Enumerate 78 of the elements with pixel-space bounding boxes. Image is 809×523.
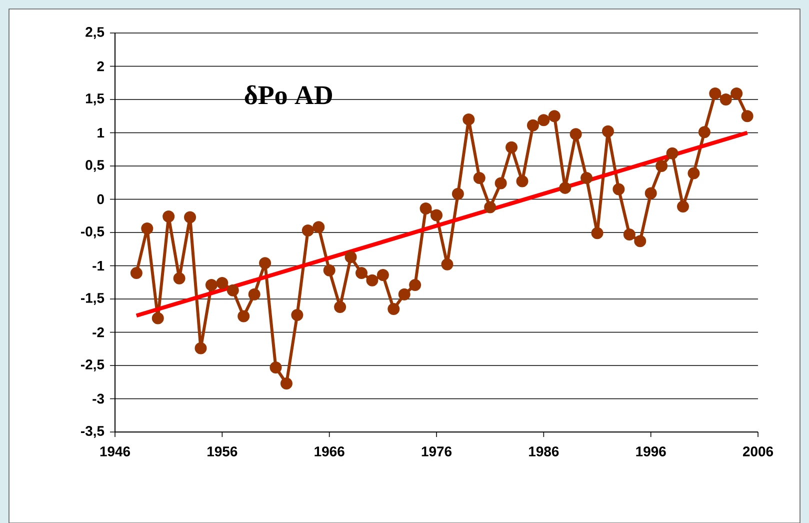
y-tick-label: -2 [92,327,104,337]
point [688,167,700,180]
y-tick-label: -1 [92,260,104,270]
y-tick-label: 2 [97,61,104,71]
point [741,110,754,122]
y-tick-label: -3,5 [81,426,104,438]
point [366,274,378,286]
point [152,312,164,324]
point [248,288,260,300]
point [334,300,346,313]
point [355,266,368,279]
x-tick-label: 2006 [742,446,774,456]
point [559,182,572,194]
point [462,113,475,126]
y-tick-label: -0,5 [81,226,104,238]
x-tick-label: 1986 [529,446,559,456]
x-tick-label: 1976 [422,446,452,456]
point [720,93,732,106]
point [644,187,657,200]
point [409,278,422,291]
point [205,278,218,291]
point [730,87,743,100]
x-tick-label: 1966 [314,446,344,456]
point [602,125,614,138]
point [516,175,528,188]
point [398,288,410,300]
point [291,308,304,321]
y-tick-label: -2,5 [81,359,104,372]
y-tick-label: 2,5 [86,26,104,39]
point [173,272,186,284]
y-tick-label: 0 [97,194,104,204]
point [698,126,710,138]
x-tick-label: 1946 [100,446,130,456]
point [612,183,625,196]
point [538,114,550,126]
point [226,284,239,296]
point [216,276,228,289]
point [323,264,336,276]
point [452,188,464,200]
point [676,200,689,212]
point [656,160,668,172]
point [184,211,196,224]
point [141,222,154,234]
point [388,302,400,315]
point [430,209,443,222]
point [591,226,604,239]
point [280,377,292,390]
point [344,250,357,263]
point [194,342,207,354]
point [494,177,507,190]
point [259,256,272,269]
x-tick-label: 1996 [636,446,666,456]
point [526,119,539,132]
y-tick-label: 1,5 [86,93,104,106]
point [484,201,496,214]
point [130,266,142,279]
point [441,258,454,270]
point [270,361,282,374]
point [473,172,486,184]
y-tick-label: 0,5 [86,160,104,172]
y-tick-label: -3 [92,394,104,404]
point [548,110,560,122]
point [376,268,389,281]
point [666,147,678,160]
point [634,234,646,247]
point [709,87,722,100]
point [506,141,518,154]
point [238,310,250,322]
point [162,210,175,222]
y-tick-label: -1,5 [81,292,104,305]
point [420,202,432,214]
y-tick-label: 1 [98,128,104,138]
point [312,220,325,233]
point [580,172,593,184]
point [623,228,636,240]
point [570,128,582,140]
point [302,224,314,236]
x-tick-label: 1956 [208,446,238,456]
